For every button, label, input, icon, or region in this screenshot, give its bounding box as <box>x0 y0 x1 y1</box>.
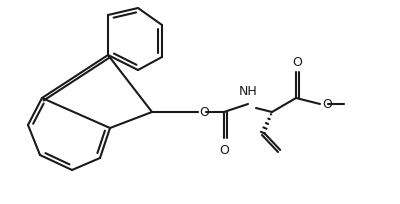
Text: O: O <box>292 56 302 69</box>
Text: O: O <box>199 105 209 119</box>
Text: O: O <box>219 144 229 157</box>
Text: NH: NH <box>239 85 257 98</box>
Text: O: O <box>322 98 332 111</box>
